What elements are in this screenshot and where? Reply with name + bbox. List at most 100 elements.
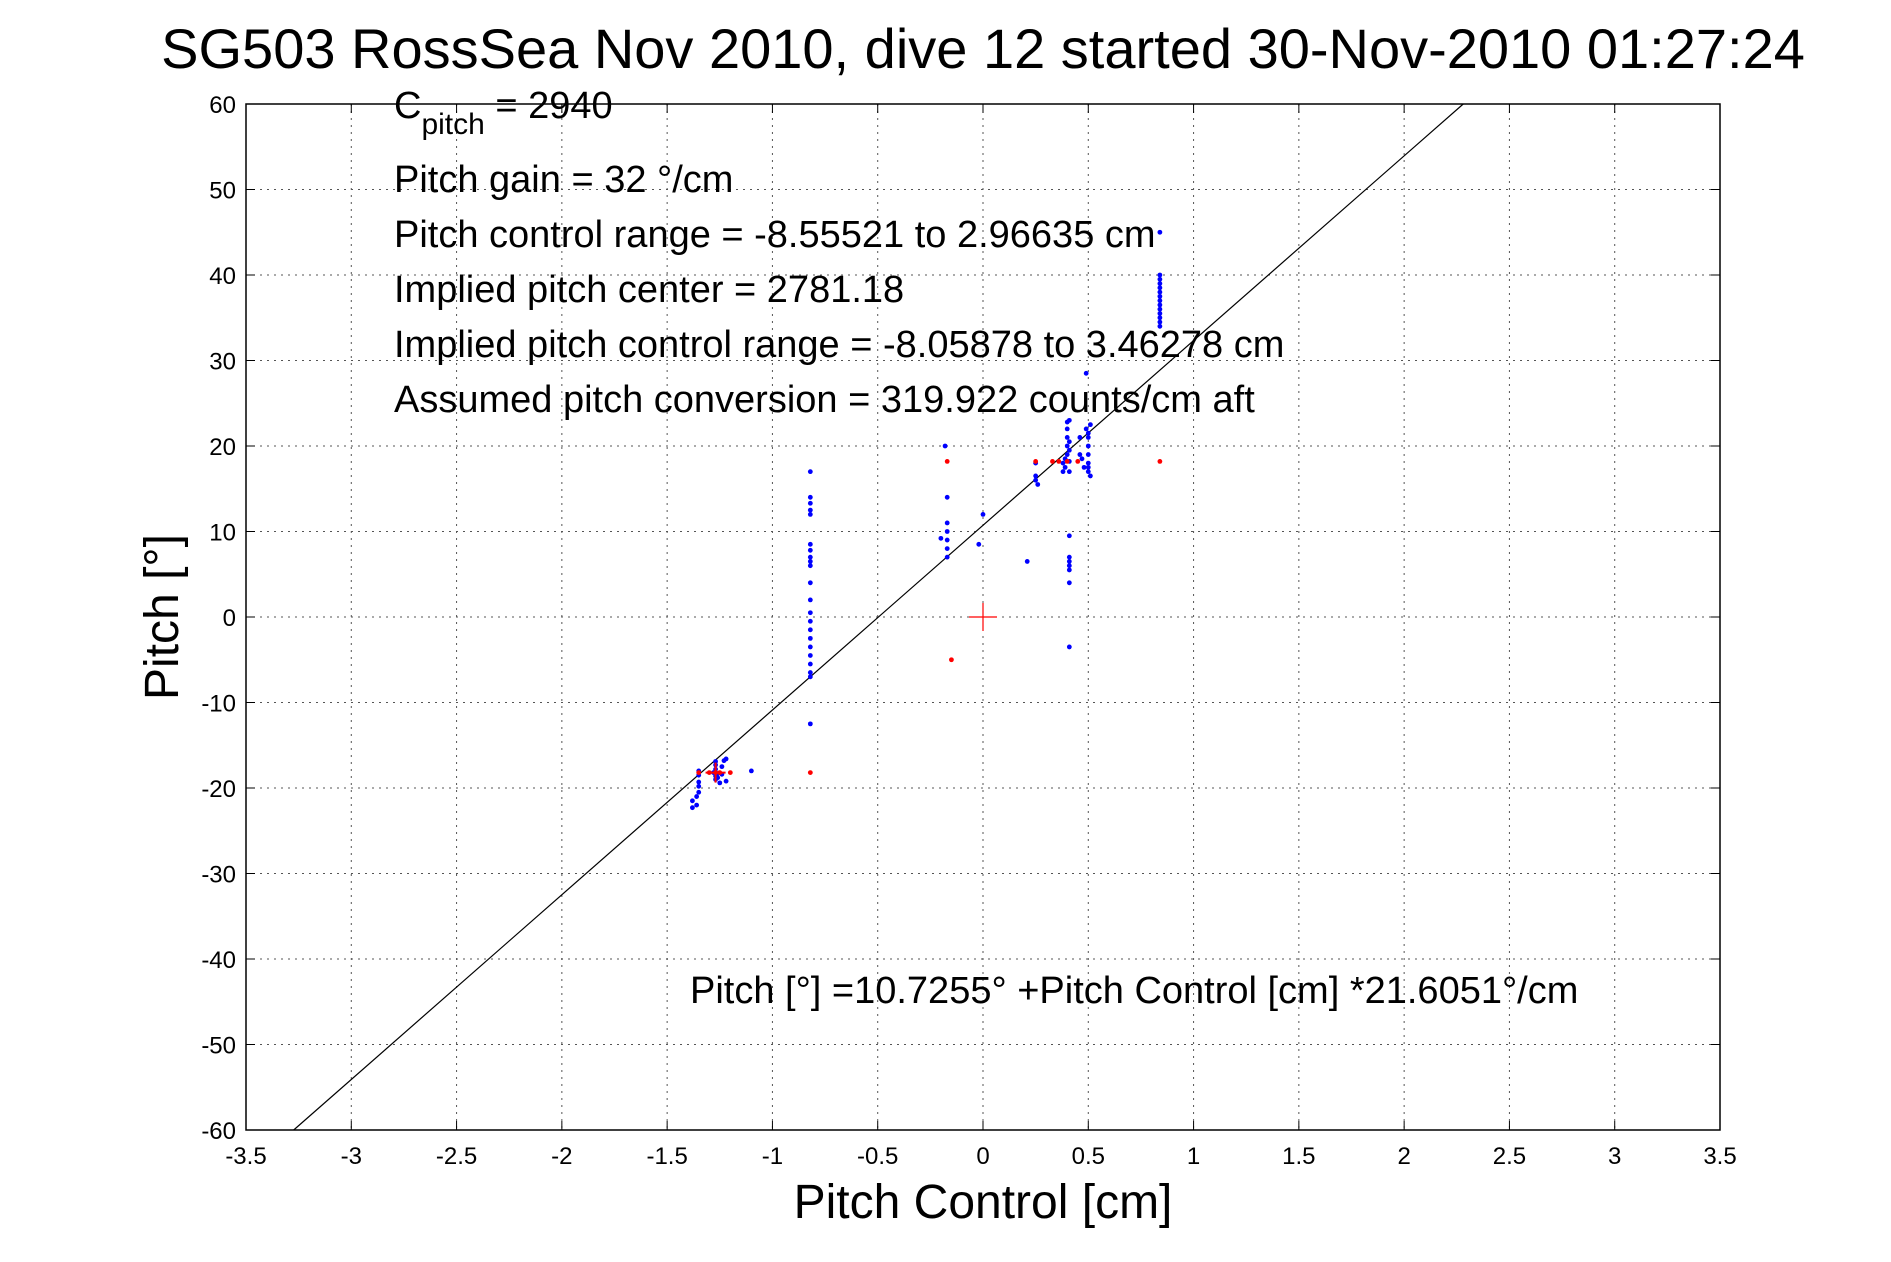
observed-point [1064,443,1070,449]
observed-point [938,535,944,541]
observed-point [723,778,729,784]
c-pitch-subscript: pitch [421,108,484,141]
observed-point [1066,563,1072,569]
observed-point [807,547,813,553]
observed-point [1157,323,1163,329]
pitch-gain-annotation: Pitch gain = 32 °/cm [394,159,733,201]
y-tick-labels: -60 -50 -40 -30 -20 -10 0 10 20 30 40 50 60 [201,92,236,1145]
observed-point [976,541,982,547]
implied-center-annotation: Implied pitch center = 2781.18 [394,269,904,311]
observed-point [1085,435,1091,440]
y-axis-label: Pitch [°] [136,534,189,700]
observed-point [1085,452,1091,457]
observed-point [807,674,813,680]
data-points [690,229,1163,811]
observed-point [1085,443,1091,449]
observed-point [1085,430,1091,436]
observed-point [807,670,813,675]
observed-point [1060,469,1066,475]
x-tick-label: 1.5 [1282,1143,1315,1170]
observed-point [1066,533,1072,539]
observed-point [1085,460,1091,466]
observed-point [1085,464,1091,470]
observed-point [1024,559,1030,564]
y-tick-label: -40 [201,947,236,974]
observed-point [807,500,813,506]
observed-point [807,512,813,517]
observed-point [1064,426,1070,432]
mean-point [696,770,702,776]
observed-point [1157,298,1163,304]
x-tick-label: 0.5 [1072,1143,1105,1170]
observed-point [1157,319,1163,325]
assumed-conversion-annotation: Assumed pitch conversion = 319.922 count… [394,379,1255,421]
observed-point [807,610,813,616]
observed-point [1066,417,1072,423]
observed-point [1066,559,1072,564]
x-tick-label: 3.5 [1703,1143,1736,1170]
observed-point [1079,456,1085,462]
observed-point [807,618,813,624]
y-tick-label: 20 [209,434,236,461]
mean-point [1056,458,1062,464]
x-tick-labels: -3.5 -3 -2.5 -2 -1.5 -1 -0.5 0 0.5 1 1.5 2 2.5 3 3.5 [225,1143,1736,1170]
observed-point [980,512,986,517]
pitch-control-range-annotation: Pitch control range = -8.55521 to 2.9663… [394,214,1156,256]
observed-point [1066,567,1072,573]
mean-point [1157,458,1163,464]
y-tick-label: -30 [201,862,236,889]
x-tick-label: 0 [976,1143,989,1170]
observed-point [1085,469,1091,475]
observed-point [1060,460,1066,466]
observed-point [1083,426,1089,432]
fit-equation-annotation: Pitch [°] =10.7255° +Pitch Control [cm] … [690,970,1578,1012]
y-tick-label: 0 [223,605,236,632]
x-tick-label: -3.5 [225,1143,266,1170]
observed-point [694,802,700,808]
mean-point [949,657,954,663]
x-tick-label: 3 [1608,1143,1621,1170]
observed-point [1064,452,1070,457]
observed-point [1066,469,1072,475]
y-tick-label: -50 [201,1033,236,1060]
observed-point [1033,473,1039,479]
observed-point [944,546,950,551]
mean-point [1050,458,1055,464]
observed-point [807,563,813,569]
observed-point [1033,477,1039,483]
observed-point [807,635,813,641]
mean-point [1033,458,1039,464]
observed-point [717,780,723,786]
observed-point [942,443,948,449]
observed-point [807,507,813,513]
observed-point [807,580,813,586]
x-tick-label: 2 [1397,1143,1410,1170]
observed-point [944,529,950,534]
observed-point [1157,293,1163,299]
observed-point [1077,435,1083,440]
observed-point [807,494,813,500]
x-tick-label: 1 [1187,1143,1200,1170]
observed-point [807,559,813,564]
mean-point [727,770,733,776]
observed-point [690,805,695,811]
observed-point [1066,580,1072,586]
observed-point [719,764,725,770]
observed-point [694,794,700,799]
mean-point [1064,458,1070,464]
y-tick-label: 50 [209,178,236,205]
axis-ticks [245,103,1721,1131]
x-tick-label: -2 [551,1143,572,1170]
y-tick-label: -20 [201,776,236,803]
y-tick-label: 60 [209,92,236,119]
observed-point [807,644,813,650]
observed-point [1157,306,1163,312]
observed-point [1066,439,1072,445]
implied-range-annotation: Implied pitch control range = -8.05878 t… [394,324,1284,366]
observed-point [1087,422,1093,428]
observed-point [690,798,695,804]
x-axis-label: Pitch Control [cm] [794,1176,1173,1229]
observed-point [944,520,950,526]
y-tick-label: 30 [209,349,236,376]
